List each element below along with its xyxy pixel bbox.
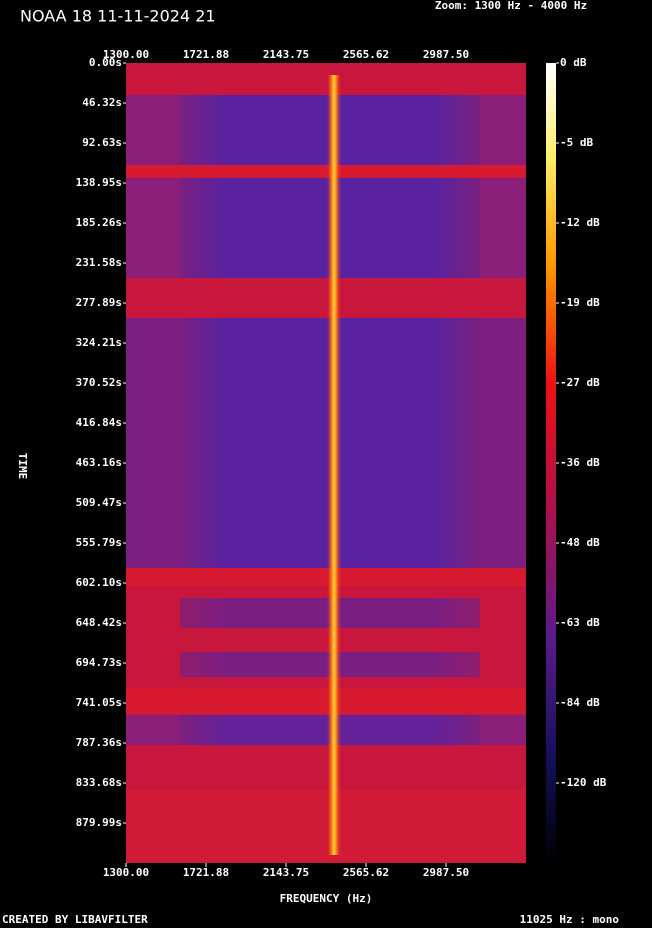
- x-tick-label: 2143.75: [263, 866, 309, 879]
- y-tick-label: 231.58s: [76, 256, 122, 269]
- y-tick-label: 602.10s: [76, 576, 122, 589]
- colorbar-tick-label: -5 dB: [560, 136, 593, 149]
- colorbar-tick-label: -12 dB: [560, 216, 600, 229]
- y-tick-label: 277.89s: [76, 296, 122, 309]
- x-tick-label-top: 2987.50: [423, 48, 469, 61]
- y-tick-label: 138.95s: [76, 176, 122, 189]
- y-tick-label: 370.52s: [76, 376, 122, 389]
- chart-title: NOAA 18 11-11-2024 21: [20, 7, 216, 26]
- footer-right: 11025 Hz : mono: [520, 913, 620, 926]
- x-axis-label: FREQUENCY (Hz): [280, 892, 373, 905]
- x-tick-label: 1721.88: [183, 866, 229, 879]
- y-axis-label: TIME: [16, 453, 29, 480]
- y-tick-label: 787.36s: [76, 736, 122, 749]
- subtitle: Zoom: 1300 Hz - 4000 Hz: [435, 0, 587, 12]
- x-tick-label-top: 1300.00: [103, 48, 149, 61]
- colorbar: [546, 63, 556, 863]
- y-tick-label: 185.26s: [76, 216, 122, 229]
- footer-left: CREATED BY LIBAVFILTER: [2, 913, 148, 926]
- colorbar-tick-label: -120 dB: [560, 776, 607, 789]
- y-tick-label: 416.84s: [76, 416, 122, 429]
- y-tick-label: 648.42s: [76, 616, 122, 629]
- y-tick-label: 46.32s: [82, 96, 122, 109]
- colorbar-tick-label: 0 dB: [560, 56, 587, 69]
- x-tick-label-top: 1721.88: [183, 48, 229, 61]
- x-tick-label-top: 2143.75: [263, 48, 309, 61]
- x-tick-label: 1300.00: [103, 866, 149, 879]
- colorbar-tick-label: -19 dB: [560, 296, 600, 309]
- y-tick-label: 741.05s: [76, 696, 122, 709]
- colorbar-tick-label: -63 dB: [560, 616, 600, 629]
- colorbar-tick-label: -48 dB: [560, 536, 600, 549]
- y-tick-label: 833.68s: [76, 776, 122, 789]
- y-tick-label: 92.63s: [82, 136, 122, 149]
- y-tick-label: 463.16s: [76, 456, 122, 469]
- y-tick-label: 324.21s: [76, 336, 122, 349]
- spectrogram-image: [126, 63, 526, 863]
- y-tick-label: 694.73s: [76, 656, 122, 669]
- y-tick-label: 0.00s: [89, 56, 122, 69]
- x-tick-label: 2987.50: [423, 866, 469, 879]
- x-tick-label: 2565.62: [343, 866, 389, 879]
- colorbar-tick-label: -27 dB: [560, 376, 600, 389]
- x-tick-label-top: 2565.62: [343, 48, 389, 61]
- colorbar-tick-label: -84 dB: [560, 696, 600, 709]
- y-tick-label: 879.99s: [76, 816, 122, 829]
- y-tick-label: 509.47s: [76, 496, 122, 509]
- y-tick-label: 555.79s: [76, 536, 122, 549]
- colorbar-tick-label: -36 dB: [560, 456, 600, 469]
